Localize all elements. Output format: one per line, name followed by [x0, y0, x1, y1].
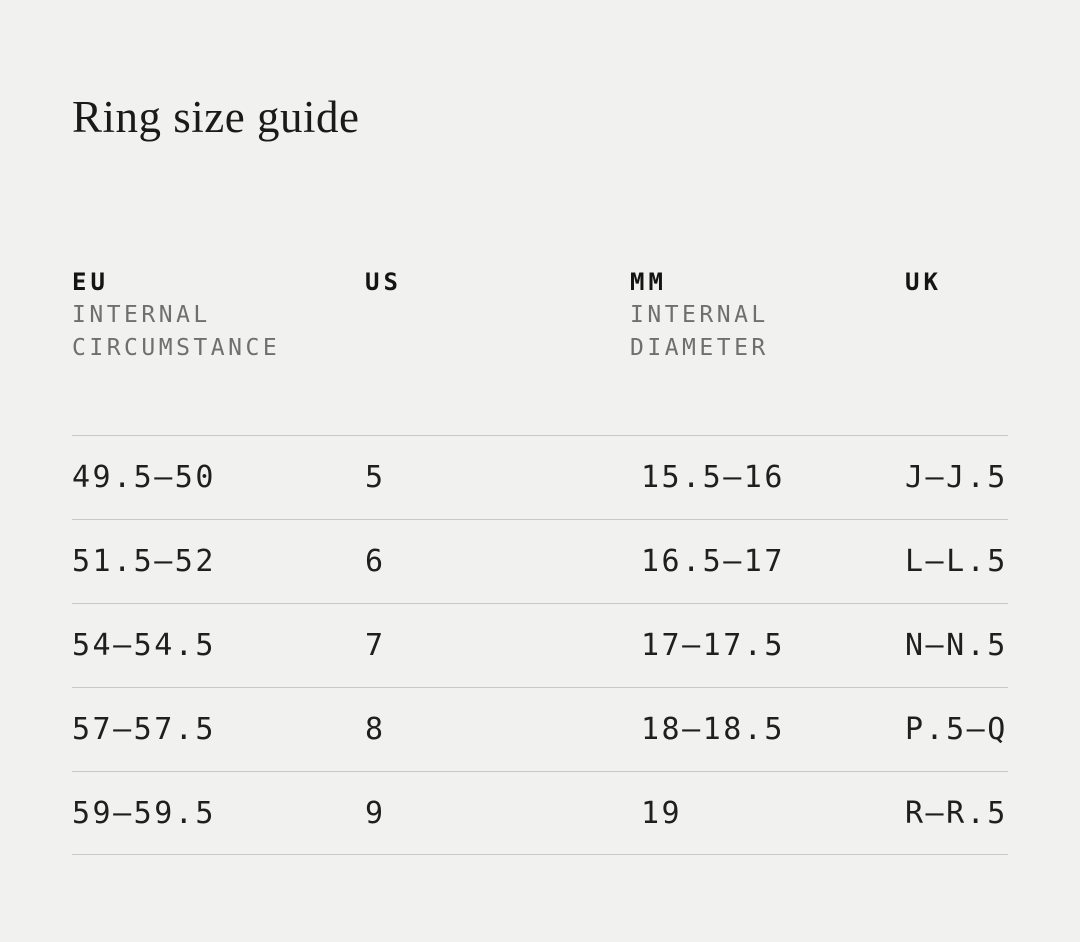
- cell-eu: 57—57.5: [72, 712, 216, 747]
- cell-us: 9: [365, 795, 386, 831]
- cell-uk: P.5—Q: [905, 712, 1008, 747]
- cell-eu: 51.5—52: [72, 544, 216, 579]
- table-row: 59—59.5 9 19 R—R.5: [72, 771, 1008, 855]
- column-label-uk: UK: [905, 268, 942, 296]
- size-guide-table: EU INTERNAL CIRCUMSTANCE US MM INTERNAL …: [72, 266, 1008, 855]
- column-label-us: US: [365, 268, 402, 296]
- column-header-mm: MM INTERNAL DIAMETER: [630, 266, 905, 365]
- cell-mm: 16.5—17: [641, 544, 785, 579]
- cell-uk: R—R.5: [905, 795, 1008, 831]
- cell-eu: 49.5—50: [72, 460, 216, 495]
- table-body: 49.5—50 5 15.5—16 J—J.5 51.5—52 6 16.5—1…: [72, 435, 1008, 855]
- cell-us: 7: [365, 628, 386, 663]
- cell-uk: N—N.5: [905, 628, 1008, 663]
- cell-mm: 19: [641, 795, 683, 831]
- table-header-row: EU INTERNAL CIRCUMSTANCE US MM INTERNAL …: [72, 266, 1008, 365]
- column-header-eu: EU INTERNAL CIRCUMSTANCE: [72, 266, 365, 365]
- cell-us: 8: [365, 712, 386, 747]
- column-sublabel-eu-line2: CIRCUMSTANCE: [72, 335, 281, 361]
- cell-mm: 18—18.5: [641, 712, 785, 747]
- cell-mm: 15.5—16: [641, 460, 785, 495]
- cell-eu: 54—54.5: [72, 628, 216, 663]
- column-label-eu: EU: [72, 268, 109, 296]
- cell-eu: 59—59.5: [72, 795, 216, 831]
- column-sublabel-mm-line1: INTERNAL: [630, 302, 769, 328]
- cell-mm: 17—17.5: [641, 628, 785, 663]
- table-row: 54—54.5 7 17—17.5 N—N.5: [72, 603, 1008, 687]
- cell-uk: L—L.5: [905, 544, 1008, 579]
- table-row: 51.5—52 6 16.5—17 L—L.5: [72, 519, 1008, 603]
- page-title: Ring size guide: [72, 92, 360, 143]
- column-header-uk: UK: [905, 266, 1008, 365]
- column-header-us: US: [365, 266, 630, 365]
- cell-us: 5: [365, 460, 386, 495]
- column-sublabel-eu-line1: INTERNAL: [72, 302, 211, 328]
- column-sublabel-mm-line2: DIAMETER: [630, 335, 769, 361]
- table-row: 57—57.5 8 18—18.5 P.5—Q: [72, 687, 1008, 771]
- cell-us: 6: [365, 544, 386, 579]
- table-row: 49.5—50 5 15.5—16 J—J.5: [72, 435, 1008, 519]
- cell-uk: J—J.5: [905, 460, 1008, 495]
- column-label-mm: MM: [630, 268, 667, 296]
